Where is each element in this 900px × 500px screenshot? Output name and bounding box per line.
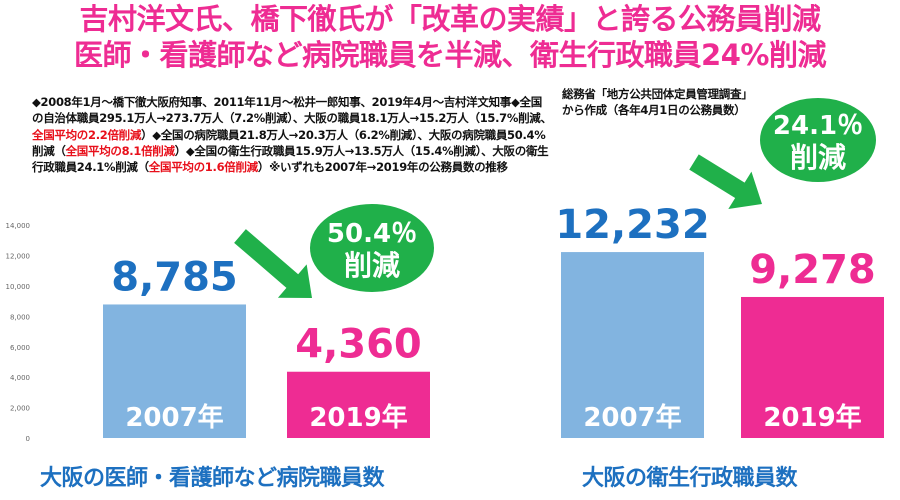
value-label: 9,278 bbox=[749, 247, 876, 293]
y-tick-label: 8,000 bbox=[10, 313, 30, 321]
chart-title-hospital-staff: 大阪の医師・看護師など病院職員数 bbox=[40, 466, 385, 491]
explanatory-note: ◆2008年1月～橋下徹大阪府知事、2011年11月～松井一郎知事、2019年4… bbox=[32, 94, 552, 175]
y-tick-label: 0 bbox=[26, 435, 30, 443]
category-label: 2007年 bbox=[583, 402, 681, 433]
note-highlight-3: 全国平均の1.6倍削減 bbox=[148, 160, 258, 175]
note-text-1: ◆2008年1月～橋下徹大阪府知事、2011年11月～松井一郎知事、2019年4… bbox=[32, 95, 552, 126]
chart-title-health-admin-staff: 大阪の衛生行政職員数 bbox=[582, 466, 798, 491]
category-label: 2007年 bbox=[125, 402, 223, 433]
bar-1-1 bbox=[741, 296, 884, 438]
category-label: 2019年 bbox=[763, 402, 861, 433]
y-tick-label: 14,000 bbox=[6, 222, 31, 230]
y-tick-label: 4,000 bbox=[10, 374, 30, 382]
value-label: 4,360 bbox=[295, 322, 422, 368]
value-label: 8,785 bbox=[111, 254, 238, 300]
value-label: 12,232 bbox=[555, 202, 709, 248]
headline-line-1: 吉村洋文氏、橋下徹氏が「改革の実績」と誇る公務員削減 bbox=[79, 2, 821, 36]
down-arrow-icon bbox=[689, 154, 762, 210]
y-tick-label: 2,000 bbox=[10, 405, 30, 413]
note-text-3: ）◆全国の衛生行政職員15.9万人→13.5万人（15.4%削減）、大阪の衛生行… bbox=[32, 143, 549, 175]
reduction-percent: 50.4％ bbox=[327, 219, 417, 249]
reduction-label: 削減 bbox=[344, 249, 400, 282]
y-tick-label: 6,000 bbox=[10, 344, 30, 352]
reduction-percent: 24.1％ bbox=[773, 111, 863, 141]
down-arrow-icon bbox=[234, 229, 312, 298]
note-text-4: ）※いずれも2007年→2019年の公務員数の推移 bbox=[257, 160, 508, 175]
note-highlight-1: 全国平均の2.2倍削減 bbox=[32, 127, 142, 142]
note-text-2: ）◆全国の病院職員21.8万人→20.3万人（6.2%削減）、大阪の病院職員50… bbox=[32, 127, 546, 158]
reduction-bubble bbox=[760, 98, 876, 182]
reduction-label: 削減 bbox=[790, 141, 846, 174]
y-tick-label: 12,000 bbox=[6, 253, 31, 261]
bar-1-0 bbox=[561, 252, 704, 438]
reduction-bubble bbox=[310, 204, 434, 292]
headline-line-2: 医師・看護師など病院職員を半減、衛生行政職員24%削減 bbox=[74, 38, 826, 72]
bar-0-1 bbox=[287, 371, 430, 438]
source-line-1: 総務省「地方公共団体定員管理調査」 bbox=[562, 87, 753, 101]
bar-0-0 bbox=[103, 304, 246, 438]
source-line-2: から作成（各年4月1日の公務員数） bbox=[562, 103, 746, 117]
category-label: 2019年 bbox=[309, 402, 407, 433]
note-highlight-2: 全国平均の8.1倍削減 bbox=[65, 143, 175, 158]
y-tick-label: 10,000 bbox=[6, 283, 31, 291]
source-note: 総務省「地方公共団体定員管理調査」 から作成（各年4月1日の公務員数） bbox=[562, 86, 802, 118]
